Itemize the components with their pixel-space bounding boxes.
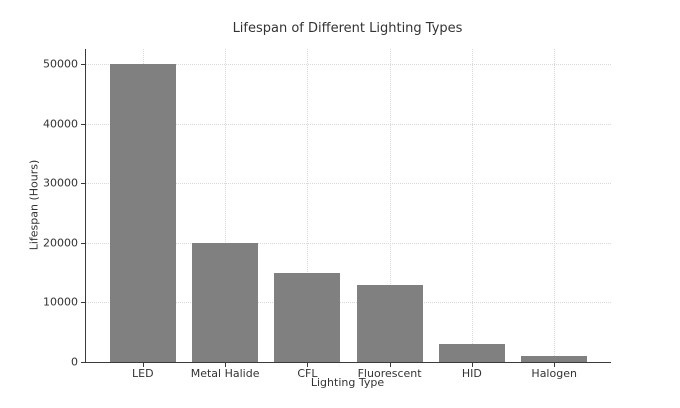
horizontal-gridline: [86, 242, 611, 244]
y-tick-mark: [81, 183, 85, 185]
bar-fluorescent: [356, 284, 423, 362]
x-tick-label: HID: [461, 367, 482, 380]
horizontal-gridline: [86, 183, 611, 185]
vertical-gridline: [389, 49, 391, 362]
vertical-gridline: [225, 49, 227, 362]
bar-halogen: [521, 356, 588, 362]
y-tick-label: 20000: [43, 236, 78, 250]
x-tick-label: LED: [132, 367, 154, 380]
y-tick-mark: [81, 63, 85, 65]
x-tick-mark: [554, 363, 556, 367]
bar-led: [109, 63, 176, 362]
y-axis-label: Lifespan (Hours): [27, 159, 41, 251]
x-tick-mark: [225, 363, 227, 367]
horizontal-gridline: [86, 302, 611, 304]
x-tick-mark: [307, 363, 309, 367]
x-tick-label: Metal Halide: [190, 367, 260, 380]
vertical-gridline: [307, 49, 309, 362]
x-tick-label: Halogen: [531, 367, 577, 380]
x-tick-mark: [389, 363, 391, 367]
vertical-gridline: [471, 49, 473, 362]
x-tick-label: Fluorescent: [357, 367, 422, 380]
y-tick-label: 40000: [43, 117, 78, 130]
x-axis-label: Lighting Type: [310, 376, 385, 389]
plot-area: 0 10000 20000 30000 40000 50000 LED Metal Halid…: [43, 49, 611, 379]
y-tick-mark: [81, 302, 85, 304]
y-tick-label: 0: [71, 355, 78, 369]
x-tick-mark: [142, 363, 144, 367]
chart-title: Lifespan of Different Lighting Types: [232, 21, 463, 36]
y-tick-mark: [81, 362, 85, 363]
x-tick-mark: [471, 363, 473, 367]
y-tick-label: 30000: [43, 176, 78, 190]
y-tick-label: 10000: [43, 295, 78, 309]
x-tick-label: CFL: [297, 367, 318, 380]
bar-hid: [438, 344, 505, 362]
horizontal-gridline: [86, 63, 611, 65]
y-tick-mark: [81, 242, 85, 244]
bar-cfl: [274, 272, 341, 362]
bar-metal-halide: [192, 242, 259, 362]
vertical-gridline: [554, 49, 556, 362]
horizontal-gridline: [86, 123, 611, 125]
y-tick-mark: [81, 123, 85, 125]
y-tick-label: 50000: [43, 57, 78, 71]
